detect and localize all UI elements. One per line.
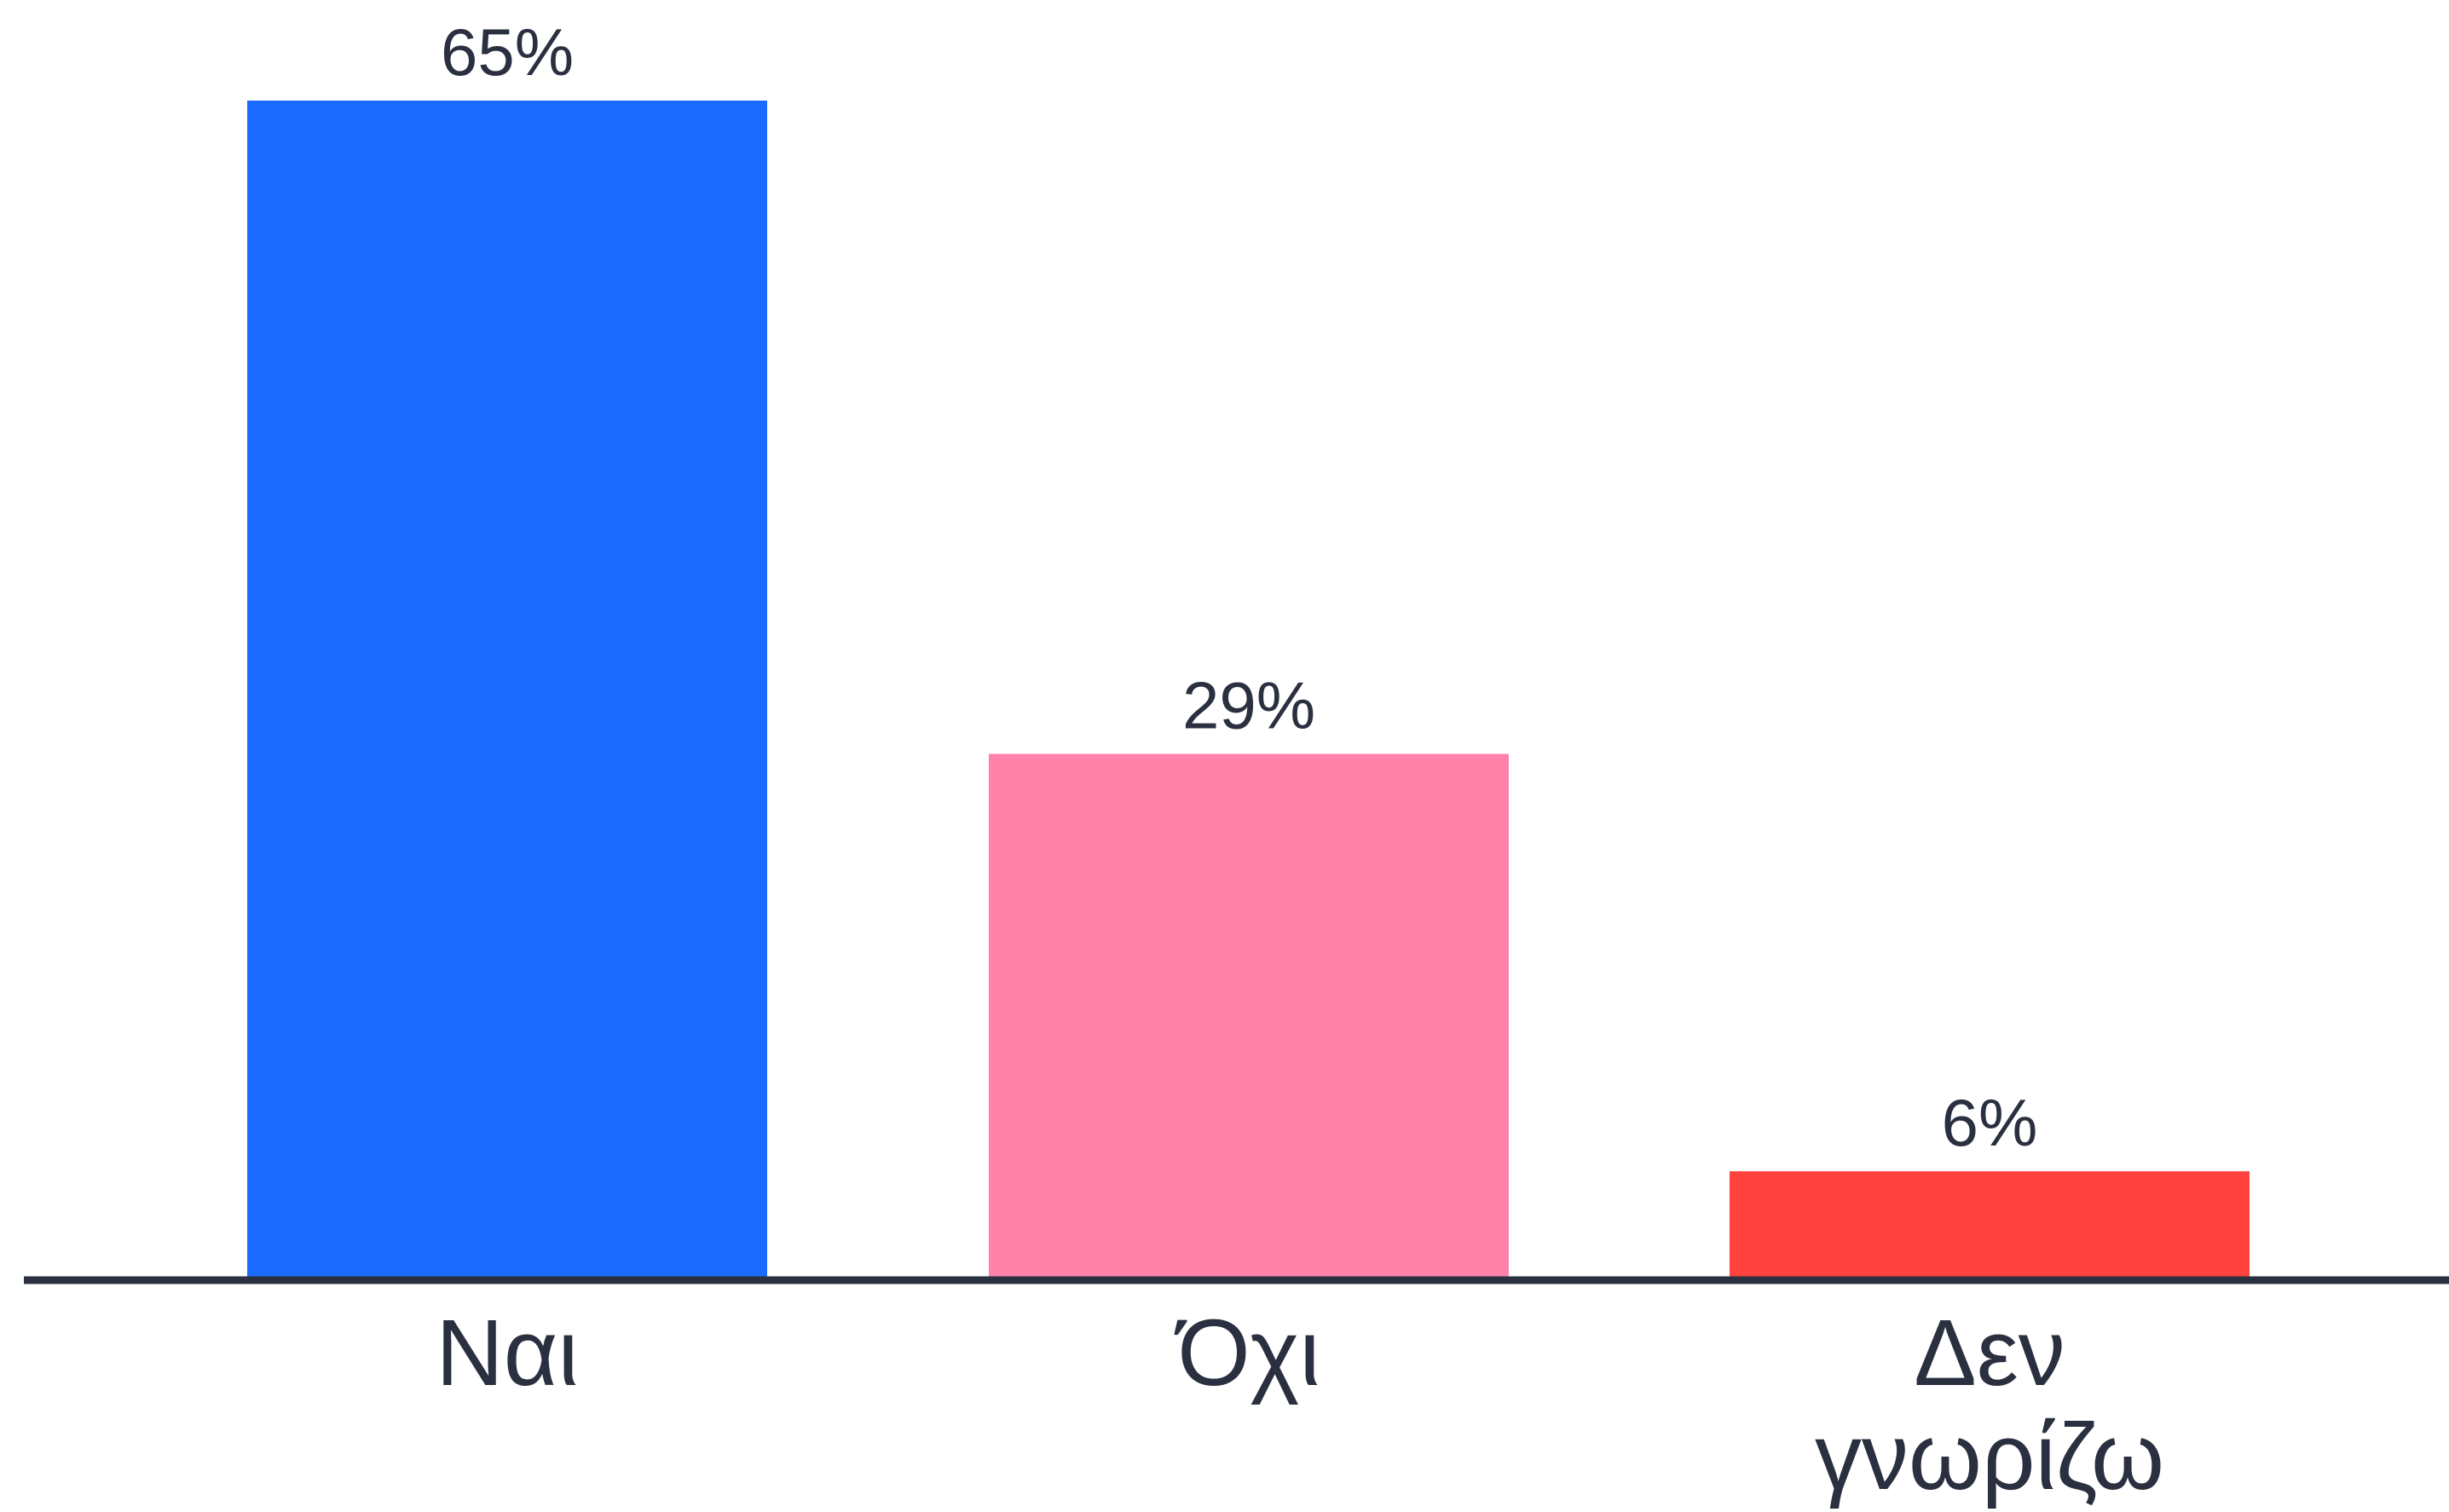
value-labels-layer: 65% 29% 6%: [441, 14, 2037, 1160]
bar-1: [247, 101, 767, 1280]
bar-2: [989, 753, 1509, 1280]
value-label-3: 6%: [1942, 1085, 2038, 1160]
bars-layer: [247, 101, 2250, 1280]
category-label-1: Ναι: [436, 1301, 578, 1405]
value-label-2: 29%: [1182, 668, 1315, 743]
bar-3: [1730, 1171, 2250, 1280]
category-label-3-line-1: Δεν: [1914, 1301, 2065, 1405]
category-label-2: Όχι: [1174, 1301, 1320, 1405]
category-label-3-line-2: γνωρίζω: [1815, 1405, 2164, 1509]
value-label-1: 65%: [441, 14, 574, 89]
